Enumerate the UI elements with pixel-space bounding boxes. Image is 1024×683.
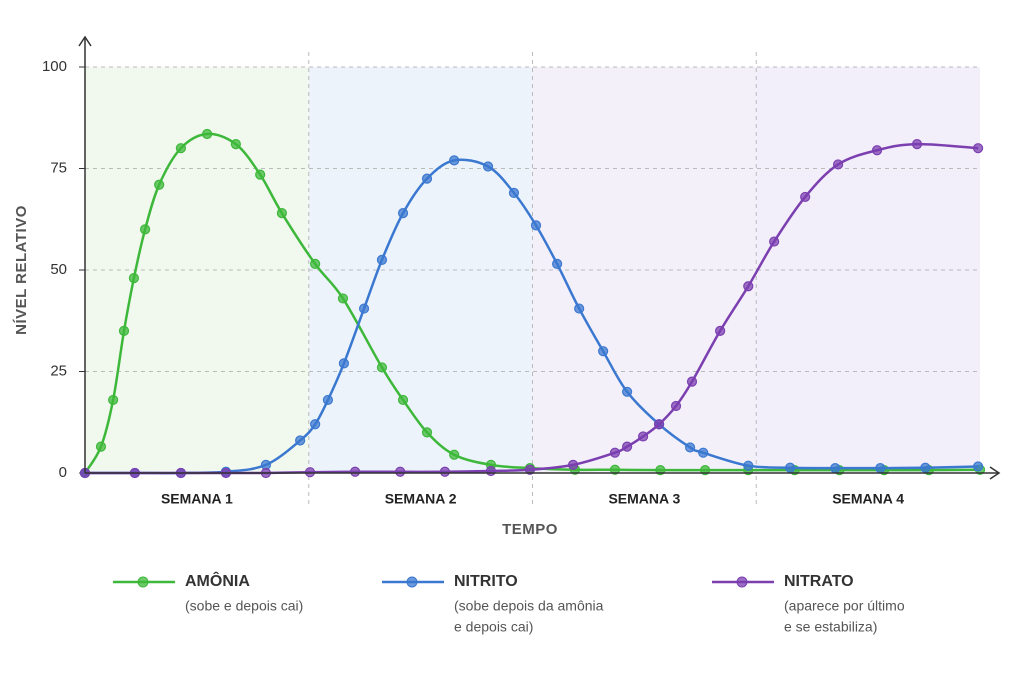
legend-label: NITRATO [784, 573, 854, 590]
legend-note: e se estabiliza) [784, 619, 877, 635]
plot [79, 128, 986, 479]
data-point [686, 376, 698, 387]
data-point [310, 258, 321, 270]
week-label: SEMANA 3 [608, 491, 680, 507]
data-point [911, 139, 923, 150]
y-tick-label: 50 [50, 261, 67, 278]
data-point [449, 449, 460, 460]
data-point [276, 208, 287, 219]
y-tick-label: 0 [59, 464, 67, 481]
data-point [875, 463, 886, 474]
data-point [337, 293, 349, 304]
data-point [830, 463, 841, 474]
data-point [530, 220, 542, 231]
legend: AMÔNIA (sobe e depois cai) NITRITO (sobe de… [113, 571, 905, 635]
legend-marker [736, 576, 748, 588]
data-point [175, 143, 186, 154]
data-point [255, 169, 266, 180]
data-point [653, 419, 665, 430]
y-axis-label: NÍVEL RELATIVO [13, 205, 30, 335]
data-point [637, 431, 649, 442]
data-point [230, 139, 241, 150]
week-label: SEMANA 1 [161, 491, 233, 507]
data-point [609, 464, 621, 475]
week-label: SEMANA 2 [385, 491, 457, 507]
data-point [832, 159, 844, 170]
x-axis-label: TEMPO [502, 521, 558, 538]
data-point [397, 208, 409, 219]
data-point [920, 462, 931, 473]
y-axis-arrow [78, 35, 92, 47]
data-point [439, 466, 451, 477]
data-point [338, 358, 350, 369]
data-point [139, 224, 151, 235]
data-point [449, 155, 460, 166]
data-point [567, 459, 579, 470]
y-tick-label: 25 [50, 362, 67, 379]
legend-note: (sobe e depois cai) [185, 598, 303, 614]
data-point [310, 419, 321, 430]
legend-marker [406, 576, 418, 588]
data-point [800, 191, 811, 203]
data-point [128, 273, 140, 284]
data-point [482, 161, 494, 172]
data-point [95, 441, 107, 452]
data-point [609, 447, 621, 458]
legend-label: AMÔNIA [185, 571, 250, 590]
legend-label: NITRITO [454, 573, 518, 590]
data-point [684, 442, 696, 453]
data-point [202, 128, 213, 140]
data-point [743, 281, 754, 292]
data-point [421, 173, 433, 184]
data-point [743, 460, 754, 471]
y-tick-label: 75 [50, 159, 67, 176]
data-point [395, 466, 406, 477]
data-point [421, 427, 433, 438]
data-point [972, 461, 984, 472]
data-point [154, 179, 165, 190]
data-point [785, 462, 796, 473]
data-point [376, 362, 388, 373]
data-point [715, 325, 726, 336]
data-point [598, 346, 609, 357]
data-point [524, 464, 536, 475]
x-axis-arrow [989, 466, 1001, 480]
legend-note: (aparece por último [784, 598, 905, 614]
data-point [108, 394, 119, 406]
data-point [769, 236, 780, 247]
data-point [622, 441, 633, 452]
data-point [622, 386, 633, 397]
data-point [295, 435, 306, 446]
data-point [574, 303, 585, 314]
data-point [698, 447, 709, 458]
data-point [376, 254, 388, 265]
week-label: SEMANA 4 [832, 491, 904, 507]
data-point [485, 465, 497, 477]
data-point [358, 303, 370, 314]
data-point [871, 145, 883, 156]
data-point [552, 258, 563, 270]
data-point [972, 143, 984, 154]
legend-note: e depois cai) [454, 619, 533, 635]
data-point [118, 325, 130, 336]
y-tick-label: 100 [42, 58, 67, 75]
data-point [397, 394, 409, 406]
data-point [508, 187, 520, 198]
data-point [322, 394, 334, 406]
legend-marker [137, 576, 149, 588]
data-point [349, 466, 361, 477]
legend-note: (sobe depois da amônia [454, 598, 604, 614]
data-point [670, 400, 682, 412]
data-point [304, 467, 316, 478]
